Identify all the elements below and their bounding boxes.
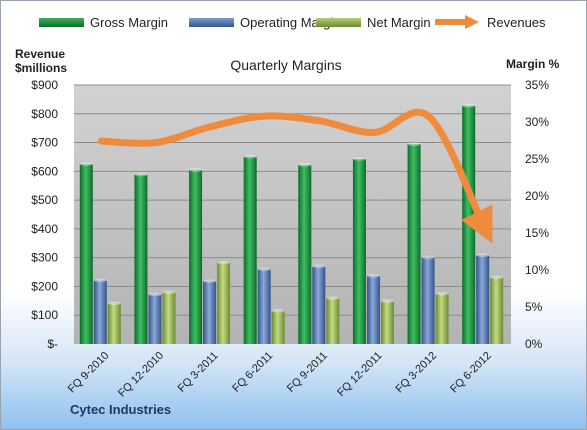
chart-title: Quarterly Margins [230, 57, 342, 73]
x-tick-label: FQ 12-2010 [116, 350, 166, 400]
left-tick-label: $300 [31, 251, 58, 265]
company-name: Cytec Industries [70, 402, 172, 417]
bar-operating-margin [148, 294, 162, 344]
bar-gross-margin [79, 164, 93, 344]
right-tick-label: 35% [525, 78, 549, 92]
bar-cap [134, 172, 148, 177]
legend-operating-margin: Operating Margin [189, 13, 340, 31]
legend-swatch-operating-margin [189, 17, 234, 27]
bar-cap [490, 275, 504, 280]
bar-cap [298, 163, 312, 167]
bar-cap [162, 290, 176, 295]
bar-cap [462, 103, 476, 108]
legend-swatch-gross-margin [39, 17, 84, 27]
legend-label-gross-margin: Gross Margin [90, 14, 169, 30]
bar-gross-margin [462, 105, 476, 344]
bar-gross-margin [407, 144, 421, 344]
bar-operating-margin [312, 266, 326, 344]
bar-cap [257, 267, 271, 272]
left-tick-label: $400 [31, 222, 58, 236]
right-tick-label: 30% [525, 115, 549, 129]
left-tick-label: $900 [31, 78, 58, 92]
bar-cap [407, 142, 421, 146]
bar-gross-margin [298, 164, 312, 344]
bar-gross-margin [189, 170, 203, 344]
bar-net-margin [490, 277, 504, 344]
bar-operating-margin [421, 257, 435, 344]
bar-gross-margin [352, 159, 366, 344]
left-tick-label: $500 [31, 193, 58, 207]
right-tick-label: 5% [525, 300, 543, 314]
bar-cap [476, 253, 490, 257]
bar-net-margin [162, 292, 176, 344]
legend-gross-margin: Gross Margin [39, 13, 168, 31]
legend-revenues: Revenues [433, 13, 546, 31]
bar-net-margin [380, 301, 394, 344]
bar-cap [79, 162, 93, 166]
bar-net-margin [107, 303, 121, 344]
right-tick-label: 10% [525, 263, 549, 277]
bar-net-margin [326, 298, 340, 344]
left-axis-title: Revenue $millions [15, 47, 68, 75]
right-tick-label: 15% [525, 226, 549, 240]
x-tick-label: FQ 6-2012 [448, 350, 494, 396]
x-tick-label: FQ 6-2011 [230, 350, 275, 395]
x-tick-label: FQ 9-2011 [285, 350, 330, 395]
bar-operating-margin [366, 275, 380, 344]
x-tick-label: FQ 3-2011 [176, 350, 221, 395]
bar-cap [217, 260, 231, 265]
bar-operating-margin [93, 280, 107, 344]
x-tick-label: FQ 9-2010 [66, 350, 112, 396]
revenue-line [97, 108, 493, 244]
legend-arrow-icon [435, 15, 479, 29]
left-tick-label: $600 [31, 164, 58, 178]
left-tick-label: $800 [31, 107, 58, 121]
left-tick-label: $100 [31, 308, 58, 322]
legend-label-net-margin: Net Margin [367, 14, 431, 30]
bar-gross-margin [134, 174, 148, 344]
bar-operating-margin [203, 281, 217, 344]
bar-net-margin [271, 310, 285, 344]
bar-cap [380, 299, 394, 303]
bar-cap [189, 168, 203, 172]
right-tick-label: 25% [525, 152, 549, 166]
bar-cap [203, 279, 217, 283]
left-tick-label: $200 [31, 279, 58, 293]
x-tick-label: FQ 12-2011 [335, 350, 384, 399]
bar-cap [107, 301, 121, 306]
bar-gross-margin [243, 156, 257, 344]
bar-net-margin [435, 293, 449, 344]
bar-cap [93, 278, 107, 283]
bar-cap [312, 264, 326, 269]
legend-label-operating-margin: Operating Margin [240, 14, 341, 30]
right-tick-label: 20% [525, 189, 549, 203]
right-axis-title: Margin % [506, 57, 560, 71]
left-tick-label: $- [47, 337, 58, 351]
bar-cap [435, 291, 449, 296]
bar-operating-margin [476, 255, 490, 344]
legend-label-revenues: Revenues [487, 14, 546, 30]
bar-operating-margin [257, 269, 271, 344]
x-tick-label: FQ 3-2012 [394, 350, 440, 396]
legend-swatch-net-margin [316, 17, 361, 27]
bar-cap [243, 154, 257, 159]
bar-net-margin [217, 262, 231, 344]
legend-net-margin: Net Margin [316, 13, 431, 31]
left-tick-label: $700 [31, 136, 58, 150]
right-tick-label: 0% [525, 337, 543, 351]
bar-cap [148, 292, 162, 297]
bar-cap [326, 296, 340, 300]
bar-cap [271, 308, 285, 313]
bar-cap [366, 274, 380, 278]
bar-cap [352, 157, 366, 161]
bar-cap [421, 255, 435, 260]
